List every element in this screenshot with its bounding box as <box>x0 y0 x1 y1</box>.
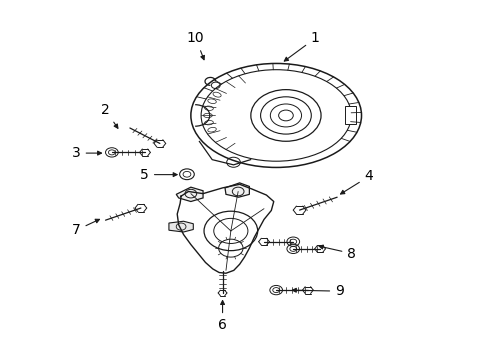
Bar <box>344 107 355 125</box>
Polygon shape <box>224 183 249 197</box>
Text: 8: 8 <box>319 245 355 261</box>
Text: 10: 10 <box>186 31 204 60</box>
Polygon shape <box>176 187 203 202</box>
Polygon shape <box>168 221 193 232</box>
Text: 6: 6 <box>218 301 226 332</box>
Text: 5: 5 <box>140 168 177 182</box>
Text: 9: 9 <box>292 284 344 298</box>
Text: 4: 4 <box>340 170 372 194</box>
Text: 3: 3 <box>72 146 102 160</box>
Text: 7: 7 <box>72 219 99 237</box>
Text: 2: 2 <box>101 103 118 128</box>
Text: 1: 1 <box>284 31 319 61</box>
